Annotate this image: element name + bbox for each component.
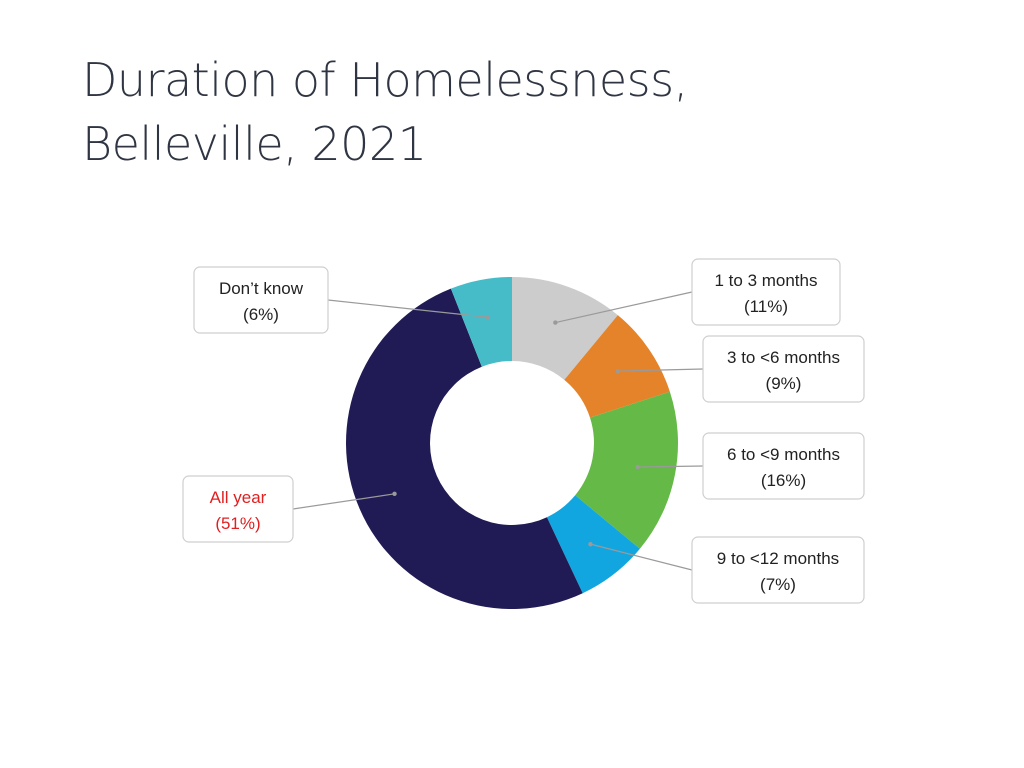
slice-6-to-9-months: [575, 391, 678, 549]
callout-value-don-t-know: (6%): [243, 305, 279, 324]
callout-category-6-to-9-months: 6 to <9 months: [727, 445, 840, 464]
callout-category-don-t-know: Don’t know: [219, 279, 304, 298]
leader-line-don-t-know: [327, 299, 489, 318]
donut-slices: [345, 277, 678, 610]
leader-dot-don-t-know: [485, 315, 491, 320]
callout-value-9-to-12-months: (7%): [760, 575, 796, 594]
leader-line-1-to-3-months: [555, 291, 693, 324]
callout-value-all-year: (51%): [215, 514, 260, 533]
leader-line-6-to-9-months: [637, 465, 704, 468]
callout-value-3-to-6-months: (9%): [766, 374, 802, 393]
leader-dot-6-to-9-months: [635, 464, 640, 470]
title-line-1: Duration of Homelessness,: [82, 53, 688, 107]
callout-category-9-to-12-months: 9 to <12 months: [717, 549, 839, 568]
callout-box-6-to-9-months: [702, 432, 865, 500]
slice-1-to-3-months: [512, 277, 618, 380]
slice-9-to-12-months: [546, 495, 640, 594]
slice-don-t-know: [450, 277, 512, 367]
callout-box-don-t-know: [193, 266, 329, 334]
slice-all-year: [345, 288, 583, 610]
callout-value-1-to-3-months: (11%): [744, 297, 788, 316]
callout-box-3-to-6-months: [702, 335, 865, 403]
donut-callouts: 1 to 3 months (11%) 3 to <6 months (9%) 6 to…: [182, 258, 865, 604]
page-title: Duration of Homelessness, Belleville, 20…: [82, 48, 688, 176]
callout-box-all-year: [182, 475, 294, 543]
leader-dot-1-to-3-months: [553, 320, 558, 325]
leader-line-9-to-12-months: [590, 543, 693, 571]
callout-category-3-to-6-months: 3 to <6 months: [727, 348, 840, 367]
leader-dot-all-year: [392, 491, 397, 497]
callout-category-all-year: All year: [210, 488, 267, 507]
leader-line-all-year: [292, 493, 395, 510]
title-line-2: Belleville, 2021: [82, 117, 427, 171]
callout-box-1-to-3-months: [691, 258, 841, 326]
leader-line-3-to-6-months: [617, 368, 704, 372]
leader-dot-3-to-6-months: [615, 368, 621, 374]
leader-dot-9-to-12-months: [588, 541, 593, 547]
callout-category-1-to-3-months: 1 to 3 months: [714, 271, 817, 290]
callout-value-6-to-9-months: (16%): [761, 471, 806, 490]
slice-3-to-6-months: [564, 315, 670, 418]
callout-box-9-to-12-months: [691, 536, 865, 604]
